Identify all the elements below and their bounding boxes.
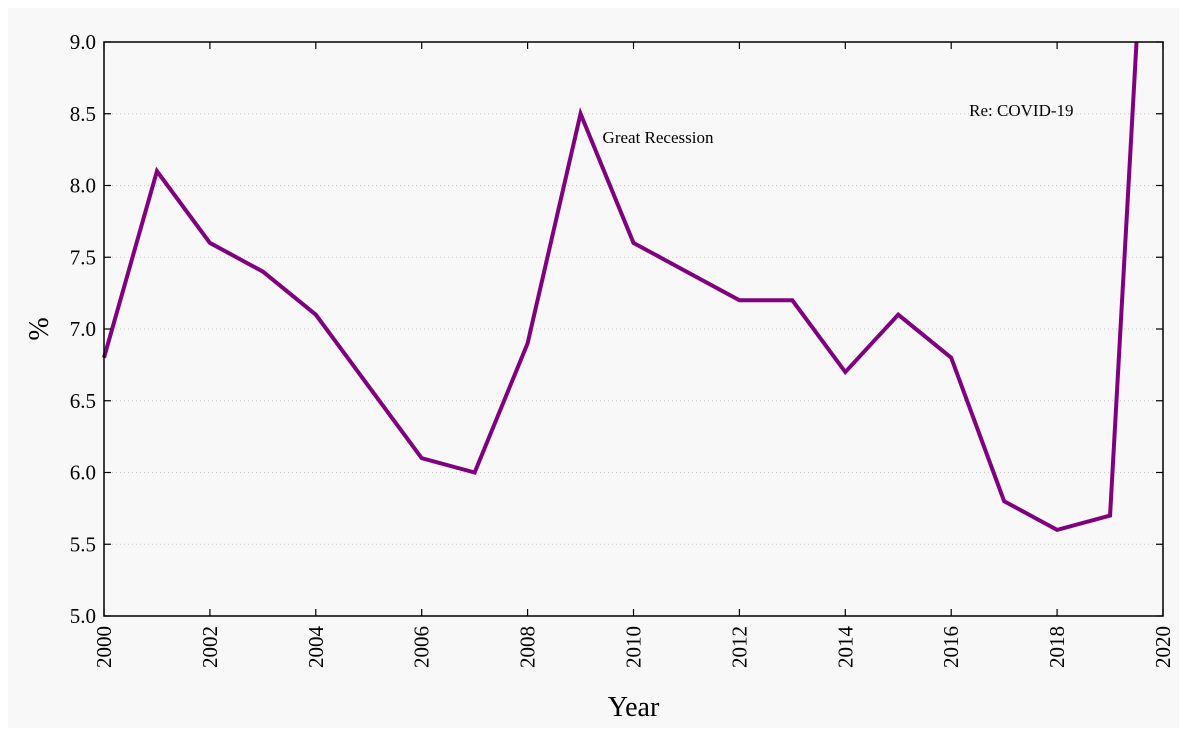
y-tick-label: 7.0 [70,317,96,341]
x-tick-label: 2012 [727,626,751,668]
x-tick-label: 2016 [939,626,963,668]
series-line-0 [102,41,1139,533]
grid-lines [104,113,1163,545]
y-tick-label: 6.5 [70,389,96,413]
x-tick-label: 2002 [198,626,222,668]
y-tick-label: 5.0 [70,604,96,628]
x-axis-title: Year [608,692,660,723]
y-tick-label: 5.5 [70,532,96,556]
y-tick-labels: 5.0 5.5 6.0 6.5 7.0 7.5 8.0 8.5 9.0 [70,30,96,628]
y-tick-label: 6.0 [70,461,96,485]
y-axis-title: % [24,317,55,340]
x-tick-labels: 2000 2002 2004 2006 2008 2010 2012 2014 2016 2018… [92,626,1175,669]
y-tick-label: 8.5 [70,102,96,126]
tick-marks [103,41,1164,617]
y-tick-label: 9.0 [70,30,96,54]
y-tick-label: 7.5 [70,245,96,269]
annotation-label: Great Recession [603,128,714,147]
x-tick-label: 2008 [516,626,540,668]
x-tick-label: 2000 [92,626,116,668]
x-tick-label: 2014 [833,626,857,669]
figure-background [8,8,1179,728]
x-tick-label: 2018 [1045,626,1069,668]
annotations: Great Recession Re: COVID-19 [603,101,1074,147]
x-tick-label: 2020 [1151,626,1175,668]
annotation-label: Re: COVID-19 [969,101,1073,120]
x-tick-label: 2010 [622,626,646,668]
y-tick-label: 8.0 [70,174,96,198]
series-layer [102,41,1139,533]
x-tick-label: 2006 [410,626,434,668]
x-tick-label: 2004 [304,626,328,669]
